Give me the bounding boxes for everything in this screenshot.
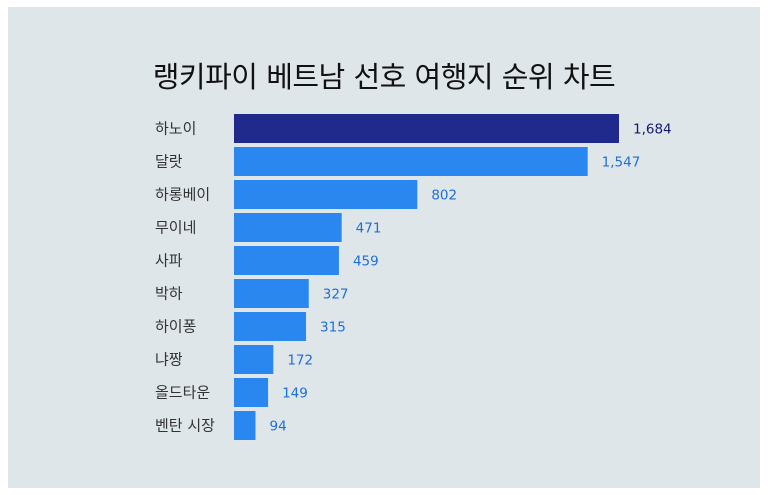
category-label: 무이네 [155, 219, 196, 237]
category-label: 하이퐁 [155, 318, 196, 336]
value-label: 459 [353, 254, 379, 270]
category-label: 냐짱 [155, 351, 183, 369]
value-label: 471 [356, 221, 382, 237]
bar [234, 312, 307, 341]
bar [234, 213, 342, 242]
category-label: 달랏 [155, 153, 183, 171]
value-label: 1,547 [602, 155, 641, 171]
chart-title: 랭키파이 베트남 선호 여행지 순위 차트 [152, 60, 616, 94]
bar [234, 411, 256, 440]
value-label: 149 [282, 386, 308, 402]
category-label: 하노이 [155, 120, 196, 138]
value-label: 327 [323, 287, 349, 303]
category-label: 올드타운 [155, 384, 210, 402]
value-label: 315 [320, 320, 346, 336]
bar-chart-plot: 하노이 1,684 달랏 1,547 하롱베이 802 무이네 471 사파 459 박하 327 하이… [155, 114, 672, 440]
bar [234, 114, 619, 143]
bar [234, 279, 309, 308]
value-label: 172 [287, 353, 313, 369]
category-label: 벤탄 시장 [155, 417, 215, 435]
category-label: 하롱베이 [155, 186, 210, 204]
value-label: 94 [269, 419, 286, 435]
bar [234, 147, 588, 176]
value-label: 802 [431, 188, 457, 204]
bar [234, 378, 269, 407]
bar [234, 180, 418, 209]
value-label: 1,684 [633, 122, 672, 138]
category-label: 박하 [155, 285, 183, 303]
category-label: 사파 [155, 252, 183, 270]
bar [234, 246, 339, 275]
bar [234, 345, 274, 374]
chart-panel: 랭키파이 베트남 선호 여행지 순위 차트 하노이 1,684 달랏 1,547 하롱베… [8, 7, 760, 488]
